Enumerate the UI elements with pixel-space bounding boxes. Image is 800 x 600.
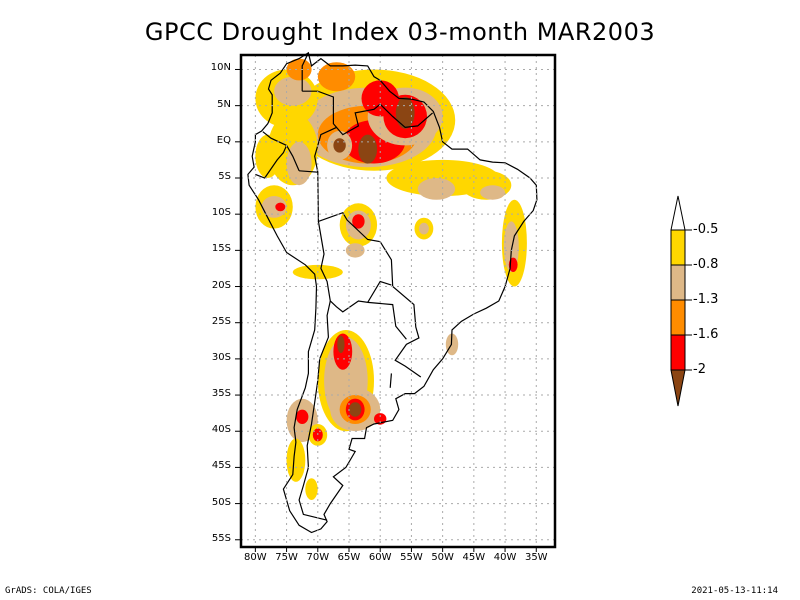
drought-area	[275, 202, 286, 212]
y-tick-label: 5N	[217, 98, 231, 110]
country-border	[367, 301, 407, 340]
legend-arrow-bottom	[670, 369, 686, 407]
timestamp: 2021-05-13-11:14	[691, 586, 778, 596]
country-border	[299, 170, 422, 378]
y-tick-label: 15S	[211, 243, 231, 255]
country-border	[317, 221, 392, 313]
x-tick-label: 50W	[431, 552, 454, 563]
map-title: GPCC Drought Index 03-month MAR2003	[144, 18, 656, 46]
country-border	[302, 90, 337, 128]
y-tick-label: 10N	[210, 62, 231, 74]
country-border	[298, 300, 331, 521]
drought-area	[296, 409, 309, 424]
x-tick-label: 35W	[524, 552, 548, 563]
legend-swatch	[670, 229, 686, 266]
legend-label: -1.3	[693, 292, 719, 307]
x-tick-label: 45W	[462, 552, 486, 563]
drought-area	[418, 222, 429, 235]
drought-area	[286, 58, 312, 81]
x-tick-label: 65W	[337, 552, 361, 563]
country-border	[314, 103, 433, 173]
y-tick-label: 20S	[211, 279, 231, 291]
country-border	[262, 131, 287, 146]
legend-label: -0.8	[693, 257, 719, 272]
coastline	[247, 51, 538, 534]
drought-area	[337, 335, 345, 354]
drought-area	[317, 62, 356, 92]
drought-area	[286, 141, 312, 186]
y-tick-label: 35S	[211, 388, 231, 400]
coastline-borders	[247, 51, 538, 534]
x-tick-label: 75W	[275, 552, 298, 563]
drought-area	[286, 438, 306, 482]
legend-label: -0.5	[693, 222, 719, 237]
country-border	[255, 145, 288, 179]
x-tick-label: 55W	[400, 552, 423, 563]
map-frame	[239, 53, 557, 549]
y-tick-label: 5S	[218, 171, 231, 182]
country-border	[389, 373, 392, 388]
drought-area	[417, 178, 456, 200]
grads-credit: GrADS: COLA/IGES	[5, 586, 92, 596]
country-border	[286, 145, 300, 172]
x-tick-label: 40W	[493, 552, 517, 563]
drought-area	[349, 402, 362, 417]
x-tick-label: 80W	[244, 552, 267, 563]
legend-label: -1.6	[693, 327, 719, 342]
drought-area	[352, 214, 365, 229]
drought-area	[480, 185, 506, 200]
legend-swatch	[670, 299, 686, 336]
y-tick-label: 40S	[211, 424, 231, 436]
drought-area	[358, 134, 378, 164]
grid-lines	[241, 55, 555, 547]
color-legend	[670, 195, 692, 407]
y-tick-label: 25S	[211, 315, 231, 327]
x-tick-label: 60W	[368, 552, 392, 563]
y-tick-label: 55S	[211, 532, 231, 544]
drought-area	[305, 478, 318, 500]
drought-area	[395, 97, 415, 129]
drought-area	[333, 138, 346, 153]
drought-area	[261, 196, 287, 218]
drought-area	[255, 134, 281, 178]
legend-swatch	[670, 334, 686, 371]
legend-label: -2	[693, 362, 706, 377]
x-tick-label: 70W	[306, 552, 330, 563]
country-border	[301, 52, 309, 92]
y-tick-label: EQ	[216, 134, 231, 146]
y-tick-label: 30S	[211, 351, 231, 363]
legend-arrow-top	[670, 195, 686, 231]
y-tick-label: 50S	[211, 496, 231, 508]
y-tick-label: 10S	[211, 207, 231, 219]
legend-swatch	[670, 264, 686, 301]
y-tick-label: 45S	[211, 460, 231, 472]
drought-shading	[247, 52, 537, 533]
